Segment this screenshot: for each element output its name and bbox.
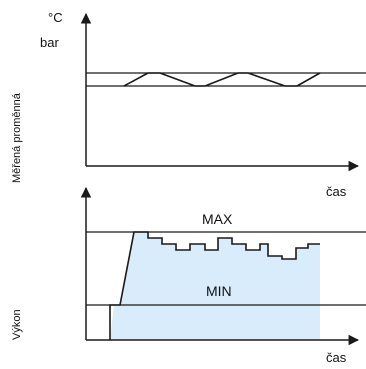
top-y-axis-label: Měřená proměnná (11, 92, 23, 183)
top-x-axis-label: čas (326, 184, 347, 199)
power-area-fill (110, 232, 320, 340)
bottom-x-axis-label: čas (326, 350, 347, 365)
min-label: MIN (206, 283, 232, 299)
power-curve (109, 231, 320, 340)
top-unit-bar: bar (40, 35, 59, 50)
max-label: MAX (202, 211, 233, 227)
bottom-y-axis-label: Výkon (11, 309, 23, 340)
bottom-panel: MAX MIN Výkon čas (11, 186, 366, 365)
top-unit-celsius: °C (48, 10, 63, 25)
top-panel: °C bar Měřená proměnná čas (11, 10, 366, 199)
measured-variable-curve (123, 72, 321, 87)
